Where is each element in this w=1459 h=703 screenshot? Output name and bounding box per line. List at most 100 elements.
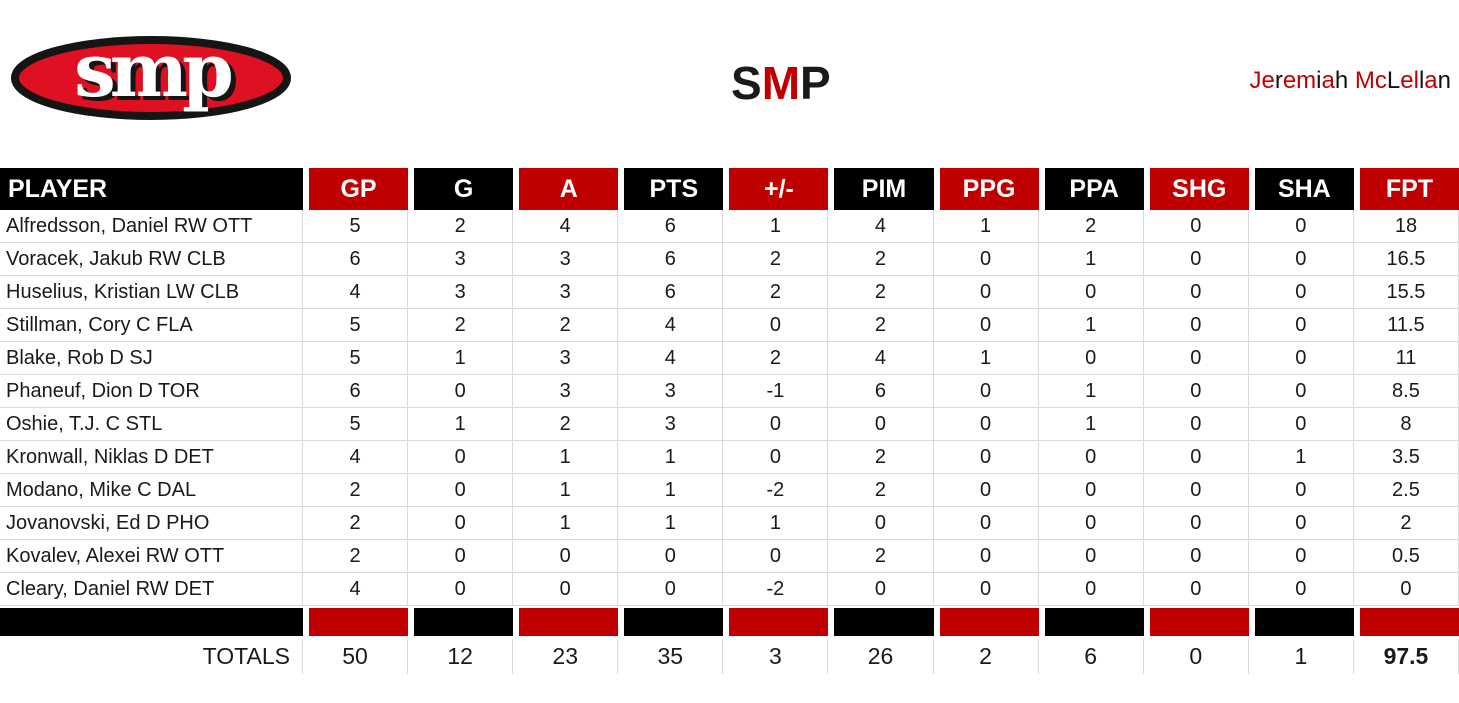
stat-cell-a: 0	[513, 573, 619, 606]
column-header-player: PLAYER	[0, 168, 303, 210]
stat-cell-fpt: 0.5	[1353, 540, 1459, 573]
player-cell: Stillman, Cory C FLA	[0, 309, 303, 342]
smp-logo-graphic: smp smp	[11, 28, 291, 120]
total-cell-plus-minus: 3	[723, 639, 829, 674]
stat-cell-gp: 5	[303, 408, 409, 441]
stat-cell-pts: 4	[618, 342, 724, 375]
stat-cell-shg: 0	[1143, 243, 1249, 276]
column-header-gp: GP	[309, 168, 409, 210]
separator-cell-pts	[624, 608, 724, 636]
player-cell: Phaneuf, Dion D TOR	[0, 375, 303, 408]
stats-table: PLAYER GP G A PTS +/- PIM PPG PPA SHG SHA FPT Alfred…	[0, 168, 1459, 674]
stat-cell-pim: 0	[828, 507, 934, 540]
total-cell-fpt: 97.5	[1354, 639, 1459, 674]
stat-cell-pts: 4	[618, 309, 724, 342]
column-header-plus-minus: +/-	[729, 168, 829, 210]
stat-cell-g: 1	[408, 408, 514, 441]
column-header-ppg: PPG	[939, 168, 1039, 210]
stat-cell-sha: 0	[1248, 342, 1354, 375]
stat-cell-pts: 6	[618, 276, 724, 309]
stat-cell-pts: 1	[618, 507, 724, 540]
stat-cell-ppa: 0	[1038, 507, 1144, 540]
stat-cell-sha: 0	[1248, 507, 1354, 540]
owner-name-letter: n	[1437, 67, 1451, 94]
owner-name: Jeremiah McLellan	[1249, 69, 1451, 93]
stat-cell-pim: 4	[828, 210, 934, 243]
stat-cell-gp: 2	[303, 540, 409, 573]
column-header-a: A	[519, 168, 619, 210]
stat-cell-shg: 0	[1143, 474, 1249, 507]
stat-cell-pim: 2	[828, 276, 934, 309]
total-cell-pim: 26	[828, 639, 934, 674]
stat-cell-sha: 0	[1248, 474, 1354, 507]
stat-cell-gp: 6	[303, 375, 409, 408]
stat-cell-gp: 5	[303, 342, 409, 375]
stat-cell-ppg: 1	[933, 210, 1039, 243]
stat-cell-ppa: 0	[1038, 276, 1144, 309]
stat-cell-ppg: 0	[933, 243, 1039, 276]
title-letter: P	[800, 57, 831, 109]
owner-name-letter: a	[1424, 67, 1438, 94]
stat-cell-ppg: 0	[933, 408, 1039, 441]
stat-cell-ppa: 1	[1038, 243, 1144, 276]
stat-cell-ppa: 0	[1038, 474, 1144, 507]
separator-cell-fpt	[1359, 608, 1459, 636]
stat-cell-g: 3	[408, 243, 514, 276]
stat-cell-pts: 3	[618, 408, 724, 441]
stat-cell-pts: 6	[618, 243, 724, 276]
stat-cell-fpt: 11.5	[1353, 309, 1459, 342]
title-letter: S	[731, 57, 762, 109]
stat-cell-ppg: 0	[933, 540, 1039, 573]
player-cell: Blake, Rob D SJ	[0, 342, 303, 375]
stat-cell-gp: 6	[303, 243, 409, 276]
player-cell: Kronwall, Niklas D DET	[0, 441, 303, 474]
separator-cell-g	[414, 608, 514, 636]
stat-cell-pim: 2	[828, 243, 934, 276]
separator-cell-gp	[309, 608, 409, 636]
stat-cell-gp: 4	[303, 276, 409, 309]
total-cell-ppa: 6	[1039, 639, 1144, 674]
total-cell-sha: 1	[1249, 639, 1354, 674]
stat-cell-g: 0	[408, 441, 514, 474]
stat-cell-fpt: 0	[1353, 573, 1459, 606]
total-cell-a: 23	[513, 639, 619, 674]
stat-cell-g: 3	[408, 276, 514, 309]
player-cell: Huselius, Kristian LW CLB	[0, 276, 303, 309]
owner-name-letter: h	[1334, 67, 1355, 94]
logo-text-shadow: smp	[79, 32, 236, 118]
stat-cell-pts: 3	[618, 375, 724, 408]
stat-cell-a: 1	[513, 507, 619, 540]
stat-cell-g: 0	[408, 375, 514, 408]
page-title: SMP	[731, 60, 831, 106]
stat-cell-plus-minus: 2	[723, 276, 829, 309]
stat-cell-sha: 0	[1248, 276, 1354, 309]
separator-cell-plus-minus	[729, 608, 829, 636]
owner-name-letter: r	[1274, 67, 1283, 94]
player-cell: Kovalev, Alexei RW OTT	[0, 540, 303, 573]
owner-name-letter: Mc	[1354, 67, 1387, 94]
column-header-pim: PIM	[834, 168, 934, 210]
stat-cell-gp: 4	[303, 441, 409, 474]
stat-cell-a: 3	[513, 276, 619, 309]
stat-cell-a: 1	[513, 441, 619, 474]
stat-cell-fpt: 3.5	[1353, 441, 1459, 474]
owner-name-letter: Je	[1249, 67, 1275, 94]
stat-cell-ppa: 0	[1038, 573, 1144, 606]
stat-cell-g: 0	[408, 573, 514, 606]
column-header-shg: SHG	[1149, 168, 1249, 210]
stat-cell-ppa: 1	[1038, 408, 1144, 441]
stat-cell-ppa: 1	[1038, 309, 1144, 342]
stat-cell-plus-minus: 2	[723, 243, 829, 276]
stat-cell-fpt: 8.5	[1353, 375, 1459, 408]
player-cell: Alfredsson, Daniel RW OTT	[0, 210, 303, 243]
stat-cell-plus-minus: -2	[723, 573, 829, 606]
stat-cell-ppg: 0	[933, 276, 1039, 309]
stat-cell-g: 1	[408, 342, 514, 375]
stat-cell-ppg: 1	[933, 342, 1039, 375]
owner-name-letter: a	[1321, 67, 1335, 94]
stat-cell-ppa: 0	[1038, 441, 1144, 474]
logo-text: smp	[74, 28, 231, 114]
stat-cell-ppa: 1	[1038, 375, 1144, 408]
player-cell: Modano, Mike C DAL	[0, 474, 303, 507]
stat-cell-gp: 2	[303, 507, 409, 540]
